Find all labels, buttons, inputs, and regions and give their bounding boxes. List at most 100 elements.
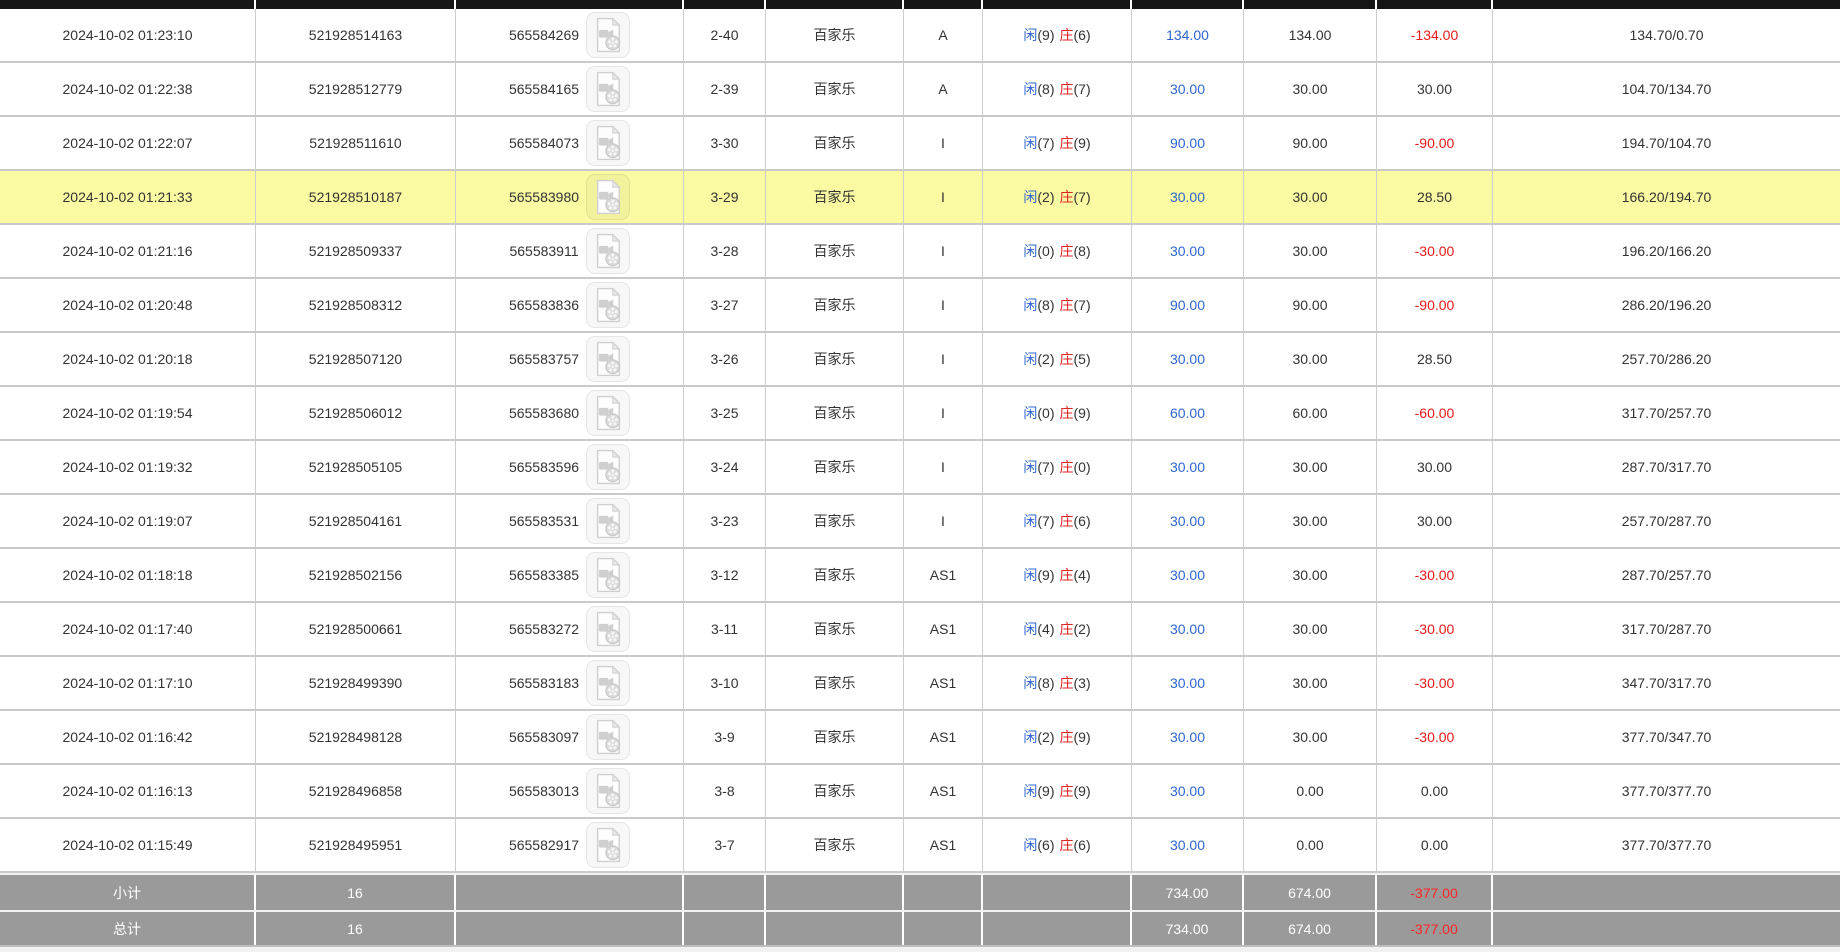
balance: 377.70/347.70 [1621,729,1712,745]
game-id-cell: 565583980 [456,171,684,223]
summary-empty-cell [983,912,1132,945]
video-replay-icon[interactable] [586,120,631,166]
table-row[interactable]: 2024-10-02 01:22:38 521928512779 5655841… [0,63,1840,117]
game-name: 百家乐 [766,333,904,385]
bet-amount-link[interactable]: 60.00 [1169,405,1206,421]
table-code: I [904,171,983,223]
table-row[interactable]: 2024-10-02 01:17:40 521928500661 5655832… [0,603,1840,657]
bet-id: 521928514163 [256,9,456,61]
table-row[interactable]: 2024-10-02 01:15:49 521928495951 5655829… [0,819,1840,873]
video-replay-icon[interactable] [586,282,631,328]
win-loss: -30.00 [1377,225,1493,277]
bet-id: 521928502156 [256,549,456,601]
summary-empty-cell [456,912,684,945]
bet-amount-link[interactable]: 30.00 [1169,189,1206,205]
table-row[interactable]: 2024-10-02 01:19:54 521928506012 5655836… [0,387,1840,441]
bet-amount-cell: 30.00 [1132,333,1244,385]
banker-label: 庄 [1059,675,1074,691]
bet-time: 2024-10-02 01:22:38 [0,63,256,115]
table-row[interactable]: 2024-10-02 01:20:18 521928507120 5655837… [0,333,1840,387]
bet-amount-link[interactable]: 30.00 [1169,459,1206,475]
valid-amount: 30.00 [1244,171,1377,223]
valid-amount: 30.00 [1244,495,1377,547]
video-replay-icon[interactable] [586,660,631,706]
video-replay-icon[interactable] [586,606,631,652]
game-id: 565584165 [508,81,580,97]
table-row[interactable]: 2024-10-02 01:18:18 521928502156 5655833… [0,549,1840,603]
bet-amount-link[interactable]: 30.00 [1169,783,1206,799]
bet-amount-link[interactable]: 30.00 [1169,837,1206,853]
game-id-cell: 565584073 [456,117,684,169]
game-id: 565583097 [508,729,580,745]
game-name: 百家乐 [766,171,904,223]
bet-amount-link[interactable]: 30.00 [1169,675,1206,691]
game-id: 565583385 [508,567,580,583]
table-row[interactable]: 2024-10-02 01:22:07 521928511610 5655840… [0,117,1840,171]
game-result: 闲 (2) 庄 (7) [983,171,1132,223]
table-row[interactable]: 2024-10-02 01:21:16 521928509337 5655839… [0,225,1840,279]
table-row[interactable]: 2024-10-02 01:16:13 521928496858 5655830… [0,765,1840,819]
game-result: 闲 (2) 庄 (9) [983,711,1132,763]
header-cell [0,0,256,9]
video-replay-icon[interactable] [586,336,631,382]
video-replay-icon[interactable] [586,822,631,868]
banker-label: 庄 [1059,135,1074,151]
table-row[interactable]: 2024-10-02 01:21:33 521928510187 5655839… [0,171,1840,225]
game-id: 565583757 [508,351,580,367]
video-replay-icon[interactable] [586,174,631,220]
table-row[interactable]: 2024-10-02 01:23:10 521928514163 5655842… [0,9,1840,63]
banker-label: 庄 [1059,513,1074,529]
table-row[interactable]: 2024-10-02 01:16:42 521928498128 5655830… [0,711,1840,765]
video-replay-icon[interactable] [586,12,631,58]
bet-amount-link[interactable]: 90.00 [1169,297,1206,313]
bet-amount-link[interactable]: 134.00 [1166,27,1209,43]
video-replay-icon[interactable] [586,390,631,436]
header-cell [904,0,983,9]
bet-amount-link[interactable]: 30.00 [1169,729,1206,745]
video-replay-icon[interactable] [586,444,631,490]
bet-amount-link[interactable]: 30.00 [1169,351,1206,367]
table-row[interactable]: 2024-10-02 01:19:07 521928504161 5655835… [0,495,1840,549]
bet-amount-link[interactable]: 30.00 [1169,81,1206,97]
video-replay-icon[interactable] [586,66,631,112]
banker-points: (9) [1073,405,1091,421]
table-row[interactable]: 2024-10-02 01:17:10 521928499390 5655831… [0,657,1840,711]
bet-amount-cell: 30.00 [1132,441,1244,493]
header-cell [1244,0,1377,9]
balance: 317.70/287.70 [1621,621,1712,637]
player-points: (8) [1037,297,1055,313]
bet-amount-cell: 90.00 [1132,279,1244,331]
round-number: 3-11 [684,603,766,655]
bet-amount-link[interactable]: 30.00 [1169,243,1206,259]
bet-amount-link[interactable]: 90.00 [1169,135,1206,151]
game-id: 565583911 [509,243,579,259]
video-replay-icon[interactable] [585,228,630,274]
player-points: (7) [1037,459,1055,475]
player-label: 闲 [1023,567,1038,583]
video-replay-icon[interactable] [586,498,631,544]
video-replay-icon[interactable] [586,768,631,814]
balance: 257.70/287.70 [1621,513,1712,529]
table-row[interactable]: 2024-10-02 01:20:48 521928508312 5655838… [0,279,1840,333]
bet-time: 2024-10-02 01:16:42 [0,711,256,763]
player-label: 闲 [1023,405,1038,421]
header-cell [1493,0,1840,9]
video-replay-icon[interactable] [586,714,631,760]
player-label: 闲 [1023,513,1038,529]
bet-amount-link[interactable]: 30.00 [1169,567,1206,583]
bet-id: 521928499390 [256,657,456,709]
round-number: 3-30 [684,117,766,169]
win-loss: 0.00 [1377,765,1493,817]
game-id: 565582917 [508,837,580,853]
table-row[interactable]: 2024-10-02 01:19:32 521928505105 5655835… [0,441,1840,495]
bet-amount-cell: 134.00 [1132,9,1244,61]
bet-id: 521928506012 [256,387,456,439]
game-id: 565583680 [508,405,580,421]
bet-id: 521928511610 [256,117,456,169]
bet-amount-link[interactable]: 30.00 [1169,513,1206,529]
win-loss: -90.00 [1377,279,1493,331]
bet-amount-link[interactable]: 30.00 [1169,621,1206,637]
player-points: (0) [1037,243,1055,259]
video-replay-icon[interactable] [586,552,631,598]
table-code: I [904,117,983,169]
